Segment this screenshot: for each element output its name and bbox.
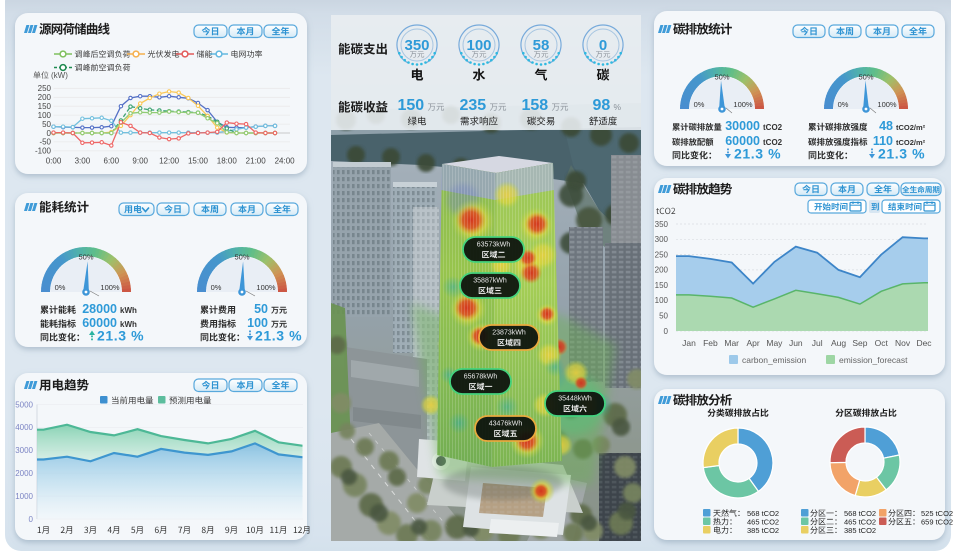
svg-text:5000: 5000: [15, 400, 33, 409]
svg-text:100%: 100%: [256, 283, 276, 292]
svg-text:50: 50: [659, 312, 668, 321]
svg-text:50: 50: [254, 302, 268, 316]
svg-text:Dec: Dec: [916, 338, 932, 348]
svg-text:(kW): (kW): [51, 71, 68, 80]
svg-text:30000: 30000: [725, 119, 760, 133]
svg-text:60000: 60000: [725, 134, 760, 148]
svg-text:Jan: Jan: [682, 338, 696, 348]
svg-text:9:00: 9:00: [132, 157, 148, 166]
svg-text:0:00: 0:00: [46, 157, 62, 166]
svg-text:28000: 28000: [82, 302, 117, 316]
svg-text:0%: 0%: [211, 283, 222, 292]
svg-text:tCO2: tCO2: [763, 138, 783, 147]
svg-text:659 tCO2: 659 tCO2: [921, 518, 953, 527]
svg-text:Sep: Sep: [852, 338, 867, 348]
svg-text:0: 0: [664, 327, 669, 336]
svg-text:65678kWh: 65678kWh: [464, 374, 498, 381]
svg-text:235: 235: [460, 97, 487, 114]
svg-text:300: 300: [655, 235, 669, 244]
svg-text:Jul: Jul: [812, 338, 823, 348]
svg-text:23873kWh: 23873kWh: [492, 330, 526, 337]
svg-text:150: 150: [38, 102, 52, 111]
svg-text:568 tCO2: 568 tCO2: [747, 509, 779, 518]
svg-text:Mar: Mar: [724, 338, 739, 348]
svg-text:kWh: kWh: [120, 306, 137, 315]
svg-text:emission_forecast: emission_forecast: [839, 355, 908, 365]
svg-text:21.3 %: 21.3 %: [255, 328, 302, 344]
svg-text:0: 0: [47, 129, 52, 138]
svg-text:385 tCO2: 385 tCO2: [844, 526, 876, 535]
svg-text:tCO2/m²: tCO2/m²: [896, 123, 926, 132]
svg-text:%: %: [614, 102, 622, 112]
svg-text:-100: -100: [35, 147, 52, 156]
svg-text:3:00: 3:00: [75, 157, 91, 166]
svg-text:3000: 3000: [15, 446, 33, 455]
svg-text:50%: 50%: [714, 73, 729, 82]
svg-text:6:00: 6:00: [104, 157, 120, 166]
svg-text:24:00: 24:00: [275, 157, 296, 166]
svg-text:158: 158: [522, 97, 549, 114]
svg-text:200: 200: [655, 266, 669, 275]
svg-text:21.3 %: 21.3 %: [878, 146, 925, 162]
svg-text:100%: 100%: [877, 100, 897, 109]
svg-text:150: 150: [655, 281, 669, 290]
svg-text:-50: -50: [39, 138, 51, 147]
svg-text:250: 250: [38, 84, 52, 93]
svg-text:0: 0: [29, 515, 34, 524]
svg-text:100: 100: [655, 296, 669, 305]
svg-text:35448kWh: 35448kWh: [558, 396, 592, 403]
svg-text:21.3 %: 21.3 %: [734, 146, 781, 162]
svg-text:100: 100: [247, 316, 268, 330]
svg-text:50%: 50%: [234, 253, 249, 262]
svg-text:350: 350: [655, 220, 669, 229]
svg-text:100: 100: [38, 111, 52, 120]
svg-text:525 tCO2: 525 tCO2: [921, 509, 953, 518]
svg-text:0%: 0%: [55, 283, 66, 292]
svg-text:tCO2: tCO2: [763, 123, 783, 132]
svg-text:0: 0: [599, 37, 607, 54]
svg-text:12:00: 12:00: [159, 157, 180, 166]
svg-text:Feb: Feb: [703, 338, 718, 348]
svg-text:110: 110: [873, 134, 893, 148]
svg-text:150: 150: [398, 97, 425, 114]
svg-text:568 tCO2: 568 tCO2: [844, 509, 876, 518]
svg-text:May: May: [766, 338, 783, 348]
svg-text:Jun: Jun: [789, 338, 803, 348]
svg-text:385 tCO2: 385 tCO2: [747, 526, 779, 535]
svg-text:35887kWh: 35887kWh: [473, 278, 507, 285]
svg-text:100%: 100%: [733, 100, 753, 109]
svg-text:250: 250: [655, 250, 669, 259]
svg-text:21:00: 21:00: [246, 157, 267, 166]
svg-text:100: 100: [466, 37, 491, 54]
svg-text:63573kWh: 63573kWh: [477, 242, 511, 249]
svg-text:50%: 50%: [78, 253, 93, 262]
svg-text:43476kWh: 43476kWh: [489, 421, 523, 428]
svg-text:Apr: Apr: [746, 338, 759, 348]
svg-text:100%: 100%: [100, 283, 120, 292]
svg-text:Oct: Oct: [875, 338, 889, 348]
svg-text:carbon_emission: carbon_emission: [742, 355, 807, 365]
svg-text:58: 58: [533, 37, 550, 54]
svg-text:50%: 50%: [858, 73, 873, 82]
svg-text:tCO2/m²: tCO2/m²: [896, 138, 926, 147]
svg-text:465 tCO2: 465 tCO2: [747, 518, 779, 527]
svg-text:50: 50: [42, 120, 51, 129]
svg-text:4000: 4000: [15, 423, 33, 432]
svg-text:60000: 60000: [82, 316, 117, 330]
svg-text:350: 350: [404, 37, 429, 54]
svg-text:98: 98: [593, 97, 611, 114]
svg-text:1000: 1000: [15, 492, 33, 501]
svg-text:200: 200: [38, 93, 52, 102]
svg-text:0%: 0%: [694, 100, 705, 109]
svg-text:2000: 2000: [15, 469, 33, 478]
svg-text:15:00: 15:00: [188, 157, 209, 166]
svg-text:Nov: Nov: [895, 338, 911, 348]
svg-text:48: 48: [879, 119, 893, 133]
svg-text:kWh: kWh: [120, 320, 137, 329]
svg-text:Aug: Aug: [831, 338, 846, 348]
svg-text:21.3 %: 21.3 %: [97, 328, 144, 344]
svg-text:465 tCO2: 465 tCO2: [844, 518, 876, 527]
svg-text:18:00: 18:00: [217, 157, 238, 166]
svg-text:0%: 0%: [838, 100, 849, 109]
